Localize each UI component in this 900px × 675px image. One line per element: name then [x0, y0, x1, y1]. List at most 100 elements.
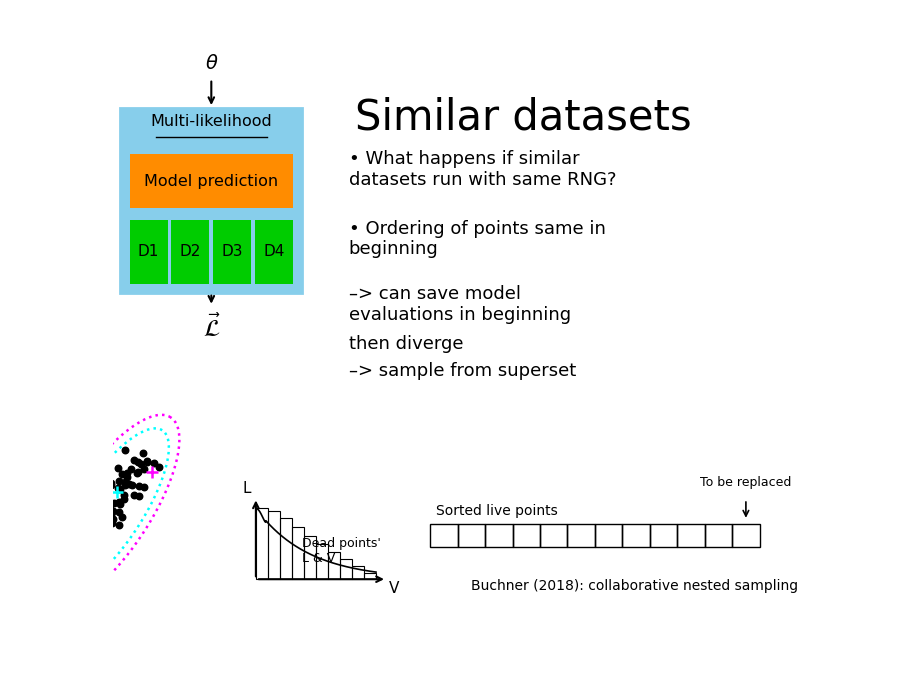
Point: [73, 542, 87, 553]
Point: [104, 478, 119, 489]
Text: D1: D1: [138, 244, 159, 259]
FancyBboxPatch shape: [130, 220, 167, 284]
Point: [100, 502, 114, 512]
Point: [95, 505, 110, 516]
Bar: [568, 524, 595, 547]
Point: [111, 462, 125, 473]
Point: [98, 510, 112, 520]
Point: [134, 458, 148, 469]
Point: [98, 512, 112, 523]
Bar: [316, 544, 328, 579]
Point: [78, 560, 93, 571]
Point: [105, 514, 120, 524]
Point: [127, 455, 141, 466]
Point: [103, 504, 117, 514]
Text: Buchner (2018): collaborative nested sampling: Buchner (2018): collaborative nested sam…: [472, 579, 798, 593]
Text: then diverge: then diverge: [349, 335, 464, 353]
Point: [87, 535, 102, 546]
FancyBboxPatch shape: [130, 154, 293, 208]
Point: [100, 535, 114, 546]
Text: Sorted live points: Sorted live points: [436, 504, 558, 518]
Point: [85, 544, 99, 555]
Point: [137, 482, 151, 493]
Bar: [485, 524, 513, 547]
Point: [112, 498, 127, 509]
Point: [112, 476, 127, 487]
Point: [85, 558, 99, 569]
Point: [86, 528, 100, 539]
Point: [130, 456, 145, 467]
Text: Dead points'
L & V: Dead points' L & V: [302, 537, 382, 566]
Text: • Ordering of points same in
beginning: • Ordering of points same in beginning: [349, 219, 606, 259]
Point: [118, 477, 132, 487]
FancyBboxPatch shape: [213, 220, 251, 284]
Point: [104, 480, 119, 491]
Point: [117, 493, 131, 504]
Point: [83, 527, 97, 538]
Point: [118, 480, 132, 491]
Point: [83, 518, 97, 529]
Point: [89, 543, 104, 554]
Text: D4: D4: [264, 244, 284, 259]
Point: [72, 563, 86, 574]
Point: [120, 467, 134, 478]
Bar: [352, 566, 364, 579]
Point: [67, 541, 81, 551]
Bar: [540, 524, 568, 547]
Bar: [678, 524, 705, 547]
Text: $\vec{\mathcal{L}}$: $\vec{\mathcal{L}}$: [202, 315, 220, 342]
Bar: [364, 573, 376, 579]
Point: [88, 518, 103, 529]
Point: [140, 456, 154, 467]
Point: [115, 468, 130, 479]
Point: [76, 517, 91, 528]
Bar: [430, 524, 458, 547]
Bar: [733, 524, 760, 547]
Point: [87, 512, 102, 523]
Point: [99, 519, 113, 530]
Point: [140, 456, 155, 466]
Text: Similar datasets: Similar datasets: [355, 97, 691, 138]
Text: Model prediction: Model prediction: [144, 173, 278, 188]
Text: D2: D2: [180, 244, 201, 259]
Text: –> can save model
evaluations in beginning: –> can save model evaluations in beginni…: [349, 285, 571, 324]
Point: [111, 483, 125, 494]
Point: [94, 508, 108, 519]
Point: [86, 532, 100, 543]
Point: [88, 511, 103, 522]
Point: [122, 479, 136, 489]
Bar: [268, 511, 280, 579]
Bar: [458, 524, 485, 547]
Point: [131, 481, 146, 491]
Point: [125, 480, 140, 491]
Point: [80, 526, 94, 537]
Point: [130, 468, 145, 479]
Point: [95, 517, 110, 528]
Point: [63, 555, 77, 566]
Point: [77, 516, 92, 526]
Point: [151, 462, 166, 472]
Point: [123, 464, 138, 475]
Text: • What happens if similar
datasets run with same RNG?: • What happens if similar datasets run w…: [349, 151, 616, 189]
Point: [114, 511, 129, 522]
Point: [58, 559, 73, 570]
Point: [137, 464, 151, 475]
Point: [104, 510, 119, 521]
Point: [106, 506, 121, 516]
Point: [127, 490, 141, 501]
Point: [104, 508, 118, 518]
Text: D3: D3: [221, 244, 243, 259]
Point: [107, 498, 122, 509]
Point: [103, 516, 117, 526]
Text: Multi-likelihood: Multi-likelihood: [150, 114, 272, 129]
Bar: [705, 524, 733, 547]
Bar: [340, 560, 352, 579]
Point: [117, 490, 131, 501]
Bar: [623, 524, 650, 547]
Point: [131, 491, 146, 502]
Text: V: V: [389, 580, 399, 596]
Point: [103, 499, 117, 510]
Point: [97, 508, 112, 518]
FancyBboxPatch shape: [255, 220, 293, 284]
Bar: [513, 524, 540, 547]
